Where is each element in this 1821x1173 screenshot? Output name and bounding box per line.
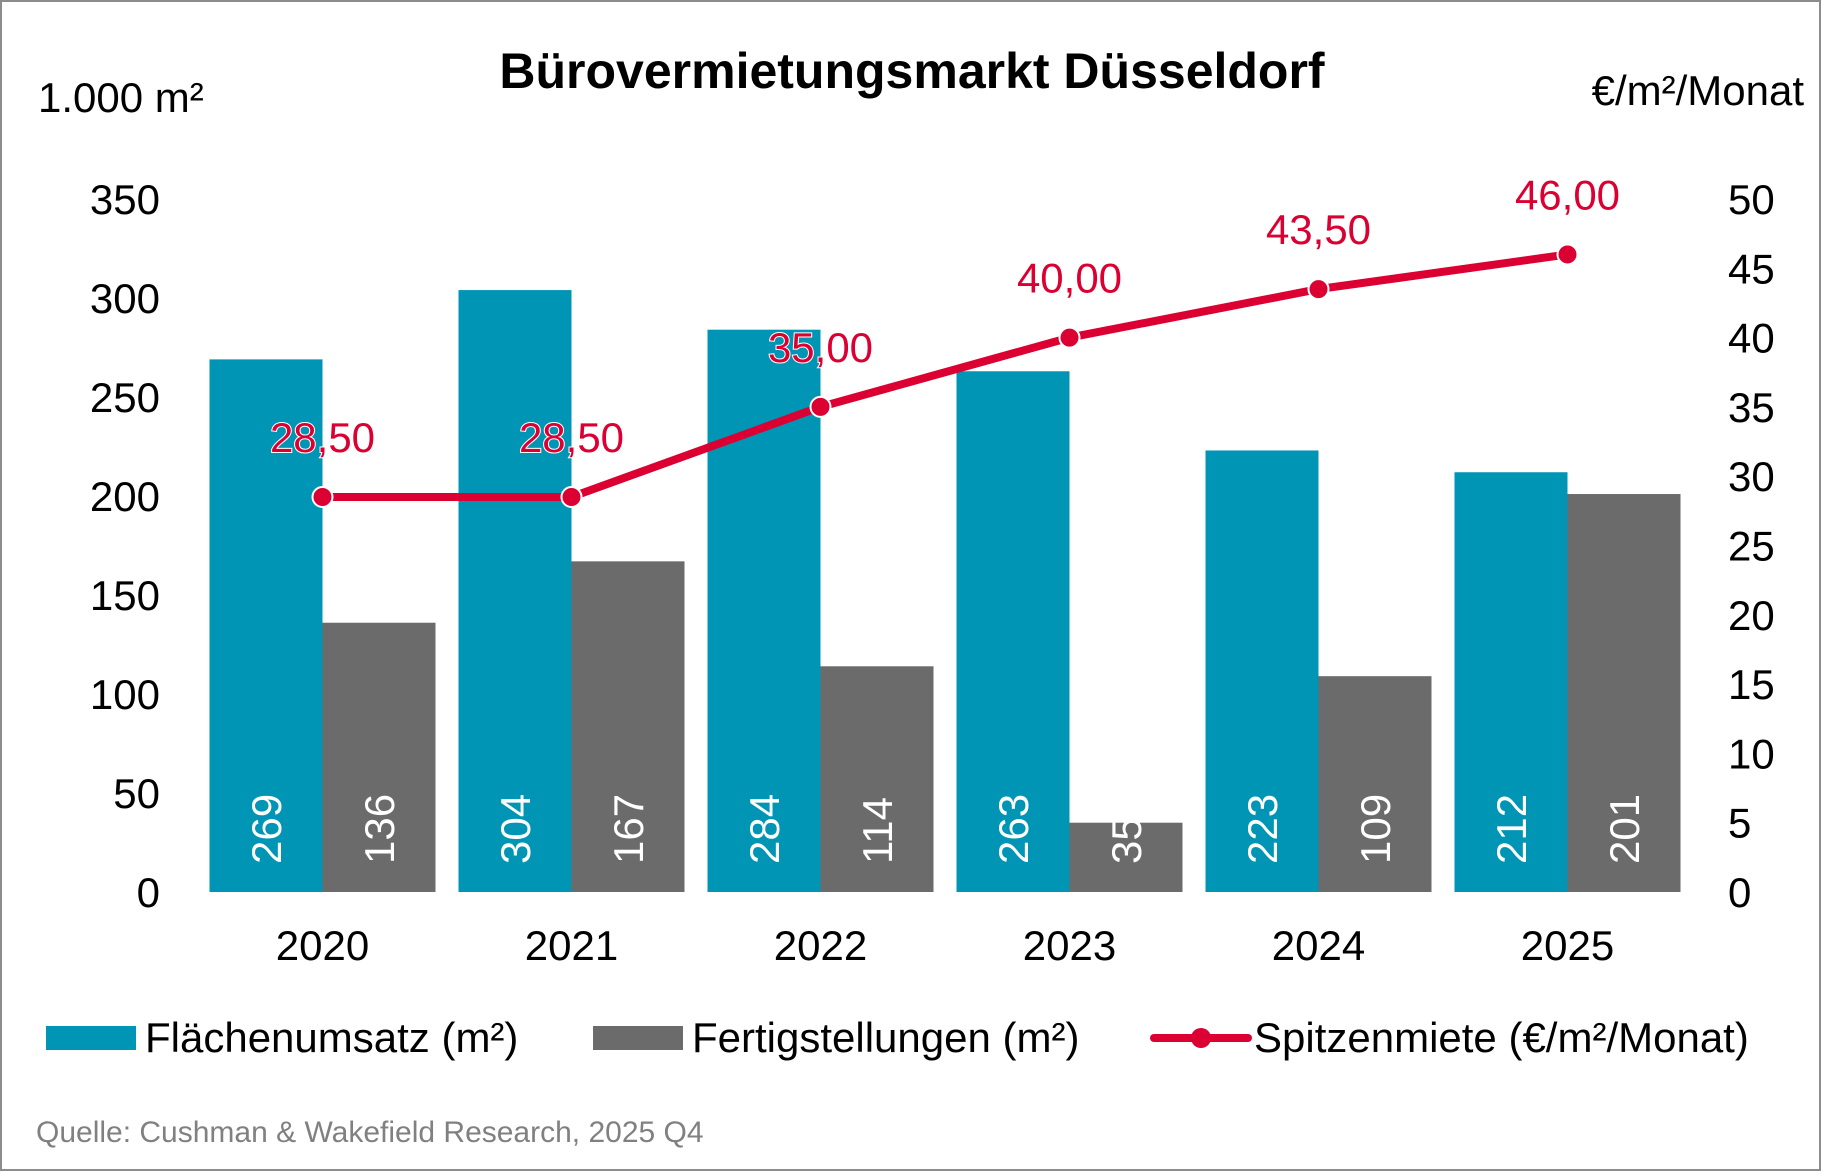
- bar-value-label: 35: [1103, 817, 1150, 864]
- line-spitzenmiete: [318, 250, 1572, 501]
- line-series-group: 28,50 28,50 35,00 40,00 43,50 46,00: [269, 170, 1621, 508]
- y-axis-left-label: 1.000 m²: [38, 74, 204, 121]
- y-right-tick-label: 35: [1728, 384, 1775, 431]
- bar-label-group: 269 136 304 167 284 114 263 35 223 109 212 201: [243, 794, 1648, 864]
- y-right-tick-label: 20: [1728, 592, 1775, 639]
- x-tick-label: 2025: [1521, 922, 1614, 969]
- legend-label-fertigstellungen: Fertigstellungen (m²): [692, 1014, 1079, 1061]
- line-value-label: 28,50: [270, 414, 375, 461]
- bar-value-label: 201: [1601, 794, 1648, 864]
- y-right-tick-label: 50: [1728, 176, 1775, 223]
- legend-swatch-flaechenumsatz: [46, 1026, 136, 1050]
- bar-fertigstellungen: [1069, 822, 1183, 892]
- bar-value-label: 212: [1488, 794, 1535, 864]
- line-point: [809, 395, 832, 418]
- bar-flaechenumsatz: [1205, 450, 1319, 892]
- bar-value-label: 284: [741, 794, 788, 864]
- y-axis-right-label: €/m²/Monat: [1592, 67, 1805, 114]
- y-right-tick-label: 5: [1728, 800, 1751, 847]
- legend-label-flaechenumsatz: Flächenumsatz (m²): [145, 1014, 518, 1061]
- x-tick-label: 2021: [525, 922, 618, 969]
- line-point: [311, 485, 334, 508]
- y-left-tick-label: 250: [90, 374, 160, 421]
- y-right-tick-label: 15: [1728, 661, 1775, 708]
- legend-swatch-fertigstellungen: [593, 1026, 683, 1050]
- line-value-label: 28,50: [519, 414, 624, 461]
- source-note: Quelle: Cushman & Wakefield Research, 20…: [36, 1116, 704, 1149]
- bar-fertigstellungen: [1318, 676, 1432, 892]
- y-left-tick-label: 100: [90, 671, 160, 718]
- legend-marker-spitzenmiete: [1191, 1028, 1211, 1048]
- y-left-tick-label: 300: [90, 275, 160, 322]
- bar-value-label: 223: [1239, 794, 1286, 864]
- x-tick-label: 2022: [774, 922, 867, 969]
- chart-title: Bürovermietungsmarkt Düsseldorf: [499, 43, 1325, 99]
- bar-value-label: 109: [1352, 794, 1399, 864]
- bar-fertigstellungen: [1567, 494, 1681, 892]
- y-axis-left: 0 50 100 150 200 250 300 350: [90, 176, 160, 916]
- bar-series-group: [209, 290, 1681, 893]
- y-right-tick-label: 25: [1728, 523, 1775, 570]
- x-tick-label: 2020: [276, 922, 369, 969]
- bar-flaechenumsatz: [209, 359, 323, 892]
- y-right-tick-label: 30: [1728, 453, 1775, 500]
- line-value-label: 40,00: [1017, 255, 1122, 302]
- bar-fertigstellungen: [322, 622, 436, 892]
- bar-fertigstellungen: [820, 666, 934, 892]
- y-left-tick-label: 350: [90, 176, 160, 223]
- y-right-tick-label: 40: [1728, 315, 1775, 362]
- bar-flaechenumsatz: [956, 371, 1070, 892]
- y-axis-right: 0 5 10 15 20 25 30 35 40 45 50: [1728, 176, 1775, 916]
- y-right-tick-label: 0: [1728, 869, 1751, 916]
- line-point: [560, 485, 583, 508]
- line-value-label: 46,00: [1515, 171, 1620, 218]
- bar-value-label: 263: [990, 794, 1037, 864]
- bar-value-label: 304: [492, 794, 539, 864]
- x-axis: 2020 2021 2022 2023 2024 2025: [276, 922, 1614, 969]
- y-left-tick-label: 0: [137, 869, 160, 916]
- x-tick-label: 2023: [1023, 922, 1116, 969]
- line-point: [1556, 243, 1579, 266]
- bar-fertigstellungen: [571, 561, 685, 892]
- y-right-tick-label: 45: [1728, 245, 1775, 292]
- y-left-tick-label: 50: [113, 770, 160, 817]
- bar-value-label: 136: [356, 794, 403, 864]
- bar-value-label: 269: [243, 794, 290, 864]
- legend-label-spitzenmiete: Spitzenmiete (€/m²/Monat): [1254, 1014, 1749, 1061]
- legend: Flächenumsatz (m²) Fertigstellungen (m²) S…: [46, 1014, 1749, 1061]
- bar-value-label: 114: [854, 797, 901, 864]
- x-tick-label: 2024: [1272, 922, 1365, 969]
- y-left-tick-label: 150: [90, 572, 160, 619]
- line-value-label: 35,00: [768, 324, 873, 371]
- line-value-label: 43,50: [1266, 206, 1371, 253]
- line-point: [1058, 326, 1081, 349]
- bar-flaechenumsatz: [1454, 472, 1568, 892]
- bar-value-label: 167: [605, 794, 652, 864]
- y-right-tick-label: 10: [1728, 730, 1775, 777]
- bar-flaechenumsatz: [458, 290, 572, 893]
- y-left-tick-label: 200: [90, 473, 160, 520]
- line-point: [1307, 278, 1330, 301]
